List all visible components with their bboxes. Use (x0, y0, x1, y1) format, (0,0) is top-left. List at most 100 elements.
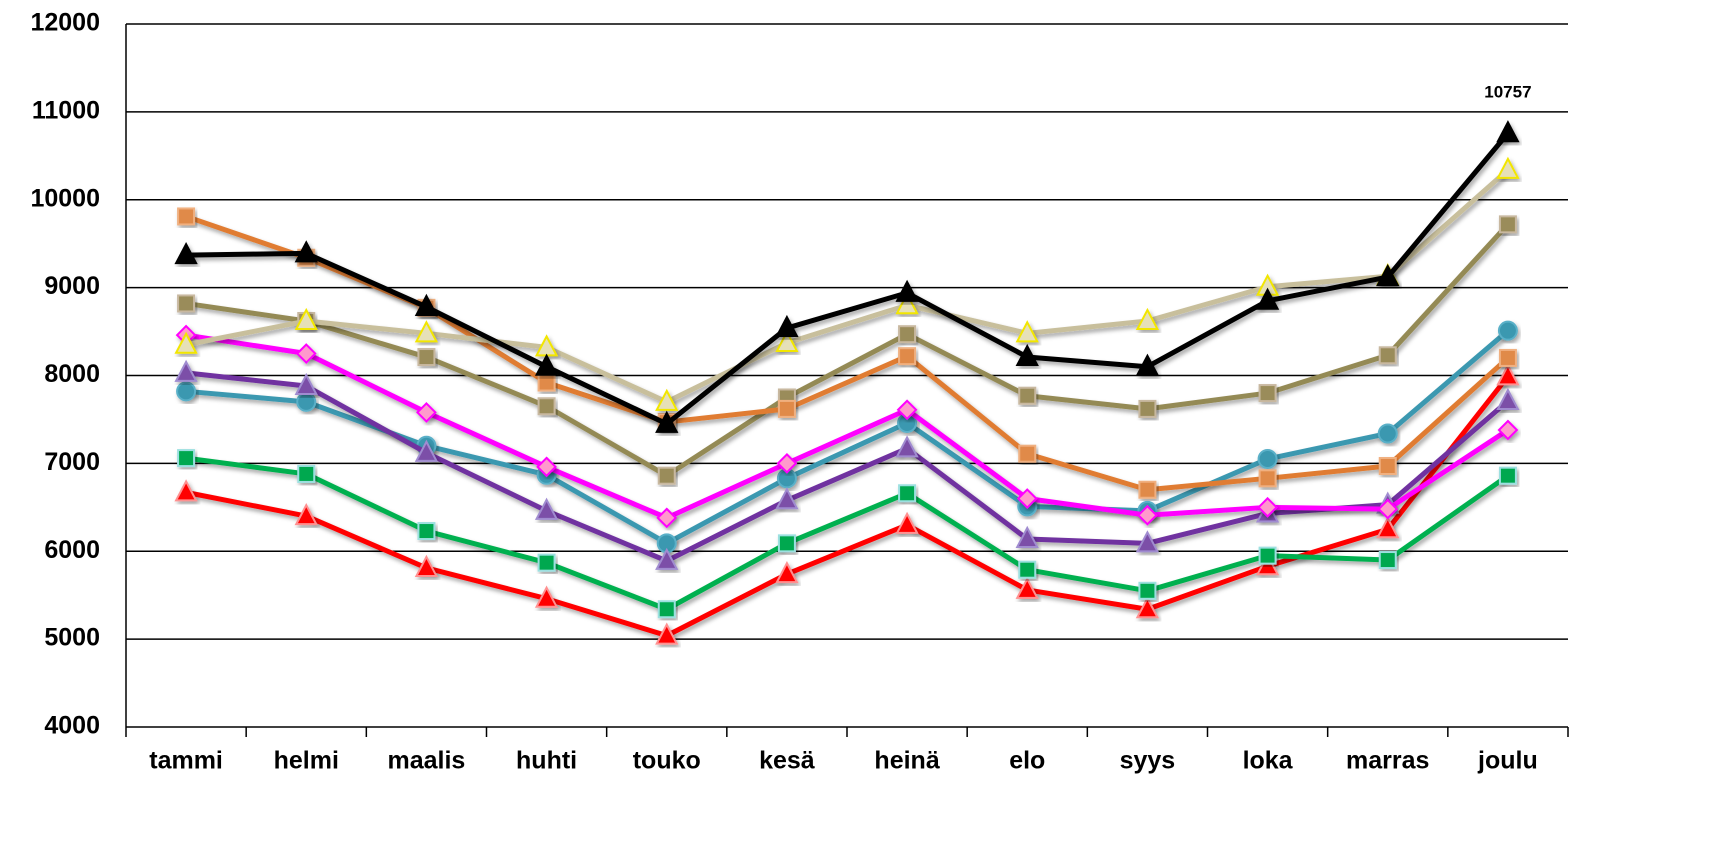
marker (776, 452, 798, 474)
marker (534, 585, 559, 608)
marker (294, 240, 318, 263)
marker (1135, 530, 1160, 553)
marker (1018, 386, 1037, 405)
marker (1257, 448, 1278, 469)
marker (417, 348, 436, 367)
marker (1496, 120, 1520, 143)
marker (174, 331, 198, 354)
marker (176, 381, 197, 402)
series-line (185, 455, 1510, 612)
marker (1377, 498, 1399, 520)
series-line (185, 374, 1510, 639)
marker (537, 373, 556, 392)
marker (1018, 560, 1037, 579)
marker (177, 207, 196, 226)
marker (414, 439, 439, 462)
marker (1258, 384, 1277, 403)
marker (414, 554, 439, 577)
marker (297, 464, 316, 483)
marker (534, 497, 559, 520)
marker (177, 294, 196, 313)
marker (1138, 399, 1157, 418)
marker (1378, 551, 1397, 570)
marker (1376, 263, 1400, 287)
marker (1015, 320, 1039, 343)
marker (416, 401, 437, 423)
y-tick-label: 8000 (44, 360, 100, 388)
marker (417, 522, 436, 541)
marker (655, 547, 679, 570)
y-tick-label: 12000 (30, 9, 100, 37)
x-tick-label: joulu (1477, 747, 1538, 775)
marker (1255, 287, 1280, 310)
x-tick-label: syys (1120, 747, 1176, 775)
marker (1135, 307, 1160, 331)
marker (1498, 466, 1517, 485)
marker (414, 293, 439, 316)
x-tick-label: loka (1243, 747, 1294, 775)
marker (775, 314, 799, 338)
marker (536, 456, 557, 478)
x-tick-label: heinä (874, 747, 939, 775)
marker (534, 353, 559, 376)
series-line (185, 328, 1510, 546)
marker (895, 511, 919, 534)
marker (896, 399, 918, 421)
marker (1497, 320, 1518, 341)
marker (1137, 504, 1158, 526)
marker (537, 397, 556, 416)
marker (1496, 363, 1520, 386)
marker (1496, 387, 1520, 410)
x-tick-label: touko (633, 747, 701, 775)
marker (294, 307, 318, 331)
marker (1378, 457, 1397, 476)
x-tick-label: kesä (759, 747, 815, 775)
x-tick-label: elo (1009, 747, 1045, 775)
marker (1498, 348, 1517, 367)
x-tick-label: maalis (387, 747, 465, 775)
marker (895, 279, 919, 302)
marker (295, 343, 317, 364)
marker (174, 241, 198, 265)
marker (1016, 488, 1038, 509)
marker (177, 449, 196, 468)
y-tick-label: 10000 (30, 184, 100, 212)
marker (296, 391, 317, 412)
marker (1376, 516, 1400, 539)
marker (777, 399, 796, 418)
marker (1377, 423, 1398, 444)
marker (1135, 353, 1160, 376)
marker (898, 484, 917, 503)
marker (895, 292, 919, 315)
marker (657, 466, 676, 485)
marker (1138, 480, 1157, 499)
marker (1258, 546, 1277, 565)
marker (777, 534, 796, 553)
marker (898, 347, 917, 366)
marker (1497, 419, 1519, 441)
marker (1498, 215, 1517, 234)
marker (1015, 343, 1039, 367)
marker (1135, 596, 1160, 619)
marker (294, 502, 318, 526)
marker (1018, 444, 1037, 463)
series-line (185, 332, 1510, 521)
y-tick-label: 4000 (44, 712, 100, 740)
marker (1257, 496, 1278, 518)
y-tick-label: 9000 (44, 272, 100, 300)
marker (656, 507, 678, 529)
marker (294, 372, 318, 396)
marker (655, 622, 679, 645)
marker (1138, 581, 1157, 600)
marker (1255, 553, 1280, 576)
marker (174, 359, 198, 382)
x-tick-label: marras (1346, 747, 1429, 775)
marker (1496, 156, 1520, 179)
marker (1015, 576, 1039, 599)
y-tick-label: 6000 (44, 536, 100, 564)
value-label: 10757 (1484, 83, 1531, 102)
marker (1378, 346, 1397, 365)
series-line (185, 222, 1510, 479)
marker (655, 388, 679, 411)
